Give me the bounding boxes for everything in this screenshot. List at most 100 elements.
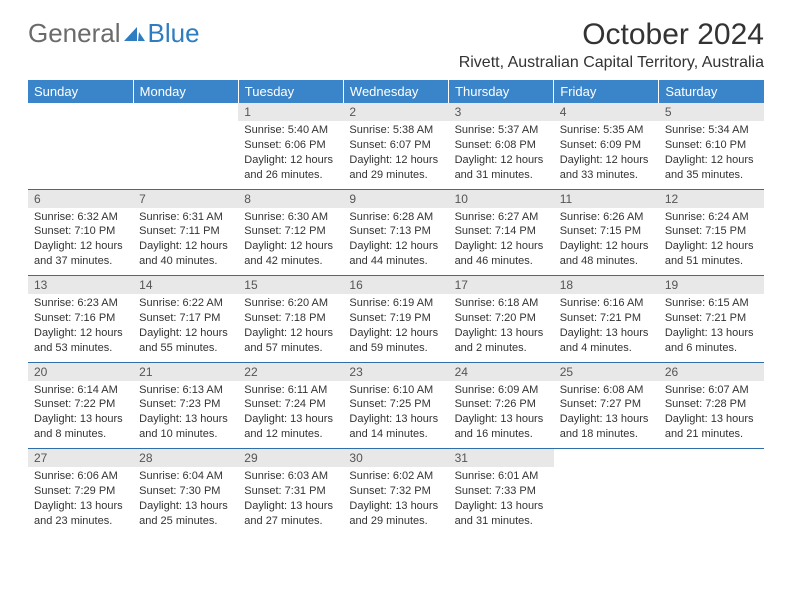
day-data-cell: Sunrise: 5:37 AMSunset: 6:08 PMDaylight:…	[449, 121, 554, 189]
day-sunset: Sunset: 7:22 PM	[34, 397, 127, 412]
day-data-cell: Sunrise: 6:03 AMSunset: 7:31 PMDaylight:…	[238, 467, 343, 535]
weekday-header: Thursday	[449, 80, 554, 103]
header-row: General Blue October 2024	[28, 18, 764, 52]
day-sunset: Sunset: 7:12 PM	[244, 224, 337, 239]
day-day2: and 10 minutes.	[139, 427, 232, 442]
day-sunset: Sunset: 7:20 PM	[455, 311, 548, 326]
day-sunrise: Sunrise: 6:09 AM	[455, 383, 548, 398]
day-data-cell: Sunrise: 6:14 AMSunset: 7:22 PMDaylight:…	[28, 381, 133, 449]
day-sunset: Sunset: 6:10 PM	[665, 138, 758, 153]
day-day2: and 33 minutes.	[560, 168, 653, 183]
day-number-cell: 14	[133, 276, 238, 295]
day-number-cell: 19	[659, 276, 764, 295]
day-day2: and 6 minutes.	[665, 341, 758, 356]
day-number-cell: 15	[238, 276, 343, 295]
day-day1: Daylight: 13 hours	[665, 326, 758, 341]
day-day2: and 8 minutes.	[34, 427, 127, 442]
day-data-cell: Sunrise: 5:35 AMSunset: 6:09 PMDaylight:…	[554, 121, 659, 189]
day-day2: and 59 minutes.	[349, 341, 442, 356]
day-sunrise: Sunrise: 6:23 AM	[34, 296, 127, 311]
day-number-cell: 11	[554, 189, 659, 208]
day-day1: Daylight: 12 hours	[244, 239, 337, 254]
day-day2: and 37 minutes.	[34, 254, 127, 269]
day-sunset: Sunset: 7:27 PM	[560, 397, 653, 412]
weekday-header: Friday	[554, 80, 659, 103]
day-number-cell: 4	[554, 103, 659, 121]
day-sunrise: Sunrise: 6:18 AM	[455, 296, 548, 311]
day-day1: Daylight: 12 hours	[349, 239, 442, 254]
day-data-cell: Sunrise: 6:16 AMSunset: 7:21 PMDaylight:…	[554, 294, 659, 362]
day-day1: Daylight: 12 hours	[560, 239, 653, 254]
day-day1: Daylight: 12 hours	[455, 239, 548, 254]
day-day2: and 23 minutes.	[34, 514, 127, 529]
day-data-cell: Sunrise: 6:28 AMSunset: 7:13 PMDaylight:…	[343, 208, 448, 276]
day-sunrise: Sunrise: 6:11 AM	[244, 383, 337, 398]
day-number-cell: 27	[28, 449, 133, 468]
day-sunset: Sunset: 7:21 PM	[560, 311, 653, 326]
day-day1: Daylight: 13 hours	[455, 412, 548, 427]
day-day1: Daylight: 12 hours	[349, 326, 442, 341]
day-sunset: Sunset: 7:15 PM	[665, 224, 758, 239]
day-sunset: Sunset: 7:25 PM	[349, 397, 442, 412]
day-day1: Daylight: 12 hours	[665, 239, 758, 254]
day-sunrise: Sunrise: 6:14 AM	[34, 383, 127, 398]
brand-part1: General	[28, 18, 121, 49]
day-sunset: Sunset: 7:24 PM	[244, 397, 337, 412]
day-day1: Daylight: 12 hours	[455, 153, 548, 168]
day-data-cell: Sunrise: 6:19 AMSunset: 7:19 PMDaylight:…	[343, 294, 448, 362]
day-data-cell: Sunrise: 6:08 AMSunset: 7:27 PMDaylight:…	[554, 381, 659, 449]
day-sunset: Sunset: 6:07 PM	[349, 138, 442, 153]
day-sunrise: Sunrise: 5:38 AM	[349, 123, 442, 138]
day-day2: and 44 minutes.	[349, 254, 442, 269]
day-number-row: 20212223242526	[28, 362, 764, 381]
day-data-cell	[554, 467, 659, 535]
day-number-cell: 12	[659, 189, 764, 208]
day-day2: and 48 minutes.	[560, 254, 653, 269]
day-number-cell: 8	[238, 189, 343, 208]
day-sunrise: Sunrise: 6:19 AM	[349, 296, 442, 311]
day-sunrise: Sunrise: 5:40 AM	[244, 123, 337, 138]
day-day2: and 27 minutes.	[244, 514, 337, 529]
day-number-cell: 22	[238, 362, 343, 381]
day-sunrise: Sunrise: 5:35 AM	[560, 123, 653, 138]
day-data-cell: Sunrise: 6:01 AMSunset: 7:33 PMDaylight:…	[449, 467, 554, 535]
day-sunset: Sunset: 7:31 PM	[244, 484, 337, 499]
day-data-row: Sunrise: 6:23 AMSunset: 7:16 PMDaylight:…	[28, 294, 764, 362]
day-number-cell: 1	[238, 103, 343, 121]
day-sunset: Sunset: 7:15 PM	[560, 224, 653, 239]
title-block: October 2024	[582, 18, 764, 52]
day-day1: Daylight: 13 hours	[455, 499, 548, 514]
day-number-cell: 13	[28, 276, 133, 295]
day-data-row: Sunrise: 5:40 AMSunset: 6:06 PMDaylight:…	[28, 121, 764, 189]
page-title: October 2024	[582, 18, 764, 52]
day-data-cell: Sunrise: 5:34 AMSunset: 6:10 PMDaylight:…	[659, 121, 764, 189]
day-data-cell: Sunrise: 6:27 AMSunset: 7:14 PMDaylight:…	[449, 208, 554, 276]
day-sunrise: Sunrise: 5:37 AM	[455, 123, 548, 138]
day-sunset: Sunset: 7:18 PM	[244, 311, 337, 326]
day-number-cell: 3	[449, 103, 554, 121]
day-number-cell	[659, 449, 764, 468]
day-sunset: Sunset: 6:06 PM	[244, 138, 337, 153]
day-day1: Daylight: 13 hours	[560, 412, 653, 427]
day-day1: Daylight: 12 hours	[244, 153, 337, 168]
day-day1: Daylight: 13 hours	[244, 412, 337, 427]
day-data-cell: Sunrise: 6:04 AMSunset: 7:30 PMDaylight:…	[133, 467, 238, 535]
day-day2: and 55 minutes.	[139, 341, 232, 356]
day-data-cell: Sunrise: 6:26 AMSunset: 7:15 PMDaylight:…	[554, 208, 659, 276]
day-data-cell: Sunrise: 6:13 AMSunset: 7:23 PMDaylight:…	[133, 381, 238, 449]
day-day2: and 57 minutes.	[244, 341, 337, 356]
day-number-cell: 20	[28, 362, 133, 381]
day-day2: and 35 minutes.	[665, 168, 758, 183]
day-data-cell	[659, 467, 764, 535]
day-data-cell: Sunrise: 6:24 AMSunset: 7:15 PMDaylight:…	[659, 208, 764, 276]
day-day1: Daylight: 13 hours	[665, 412, 758, 427]
weekday-header: Saturday	[659, 80, 764, 103]
day-day1: Daylight: 13 hours	[560, 326, 653, 341]
day-day2: and 31 minutes.	[455, 514, 548, 529]
day-number-cell: 30	[343, 449, 448, 468]
day-number-cell: 21	[133, 362, 238, 381]
day-data-cell: Sunrise: 6:02 AMSunset: 7:32 PMDaylight:…	[343, 467, 448, 535]
day-number-cell: 28	[133, 449, 238, 468]
day-number-row: 6789101112	[28, 189, 764, 208]
day-data-cell	[133, 121, 238, 189]
